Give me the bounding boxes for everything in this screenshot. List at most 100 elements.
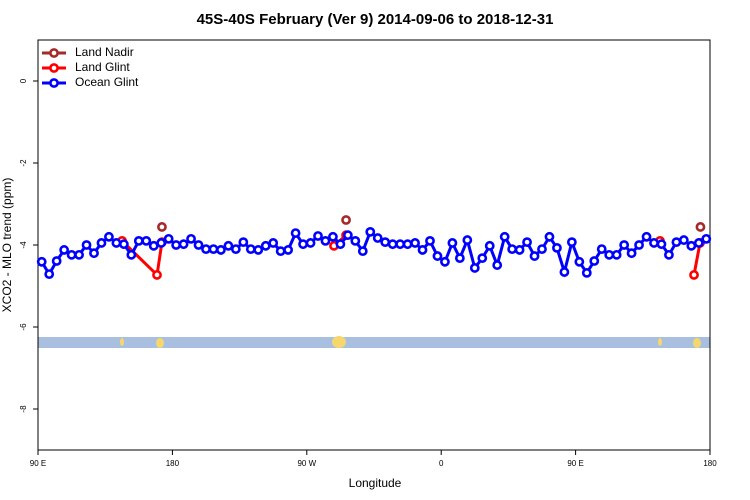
data-point bbox=[604, 249, 615, 260]
data-point bbox=[193, 240, 204, 250]
legend-marker bbox=[49, 63, 59, 73]
x-tick-label: 180 bbox=[166, 459, 180, 468]
data-point bbox=[178, 239, 189, 250]
data-point bbox=[425, 235, 435, 246]
data-point bbox=[566, 237, 577, 248]
data-point bbox=[216, 245, 226, 255]
chart-title: 45S-40S February (Ver 9) 2014-09-06 to 2… bbox=[197, 11, 554, 28]
data-point bbox=[574, 256, 585, 267]
y-tick-label: -2 bbox=[19, 159, 28, 167]
data-point bbox=[320, 235, 331, 246]
data-point bbox=[514, 245, 525, 255]
data-point bbox=[81, 240, 92, 250]
data-point bbox=[118, 239, 129, 250]
y-tick-label: -8 bbox=[19, 405, 28, 413]
series-line bbox=[692, 242, 702, 276]
data-point bbox=[66, 249, 77, 260]
data-point bbox=[36, 256, 47, 267]
legend-marker bbox=[49, 78, 59, 88]
data-point bbox=[559, 267, 570, 277]
data-point bbox=[626, 248, 637, 259]
land-patch bbox=[693, 338, 701, 348]
data-point bbox=[230, 244, 241, 254]
data-point bbox=[462, 235, 473, 245]
map-strip bbox=[38, 336, 710, 348]
data-point bbox=[290, 228, 301, 239]
data-point bbox=[611, 249, 622, 260]
ocean-strip bbox=[38, 337, 710, 348]
data-point bbox=[148, 240, 159, 251]
data-point bbox=[469, 263, 480, 273]
data-point bbox=[689, 270, 699, 280]
land-patch bbox=[156, 338, 164, 348]
data-point bbox=[395, 239, 406, 250]
data-point bbox=[305, 238, 316, 248]
data-point bbox=[44, 269, 55, 280]
data-point bbox=[245, 244, 256, 254]
data-point bbox=[365, 226, 376, 237]
data-point bbox=[335, 239, 346, 250]
x-tick-label: 90 W bbox=[297, 459, 316, 468]
data-point bbox=[596, 244, 607, 254]
y-tick-label: -4 bbox=[19, 241, 28, 249]
data-point bbox=[126, 249, 137, 260]
data-point bbox=[357, 246, 368, 257]
data-point bbox=[283, 245, 294, 255]
data-point bbox=[313, 231, 323, 241]
data-point bbox=[492, 260, 503, 270]
data-point bbox=[253, 245, 264, 255]
data-point bbox=[157, 222, 167, 232]
data-point bbox=[260, 240, 271, 251]
data-point bbox=[537, 244, 547, 254]
land-patch bbox=[120, 338, 124, 346]
data-point bbox=[440, 256, 450, 267]
data-point bbox=[89, 248, 99, 259]
data-point bbox=[298, 239, 308, 250]
data-point bbox=[410, 238, 420, 248]
data-point bbox=[695, 222, 706, 232]
data-point bbox=[589, 256, 600, 266]
data-point bbox=[701, 233, 712, 244]
data-point bbox=[74, 249, 84, 260]
data-point bbox=[372, 233, 383, 243]
data-point bbox=[671, 237, 682, 248]
data-point bbox=[111, 238, 122, 248]
land-patch bbox=[658, 338, 662, 346]
data-point bbox=[275, 246, 286, 257]
data-point bbox=[529, 251, 540, 261]
data-point bbox=[402, 239, 413, 250]
data-point bbox=[522, 237, 532, 248]
data-point bbox=[432, 251, 443, 261]
data-point bbox=[152, 270, 162, 280]
data-point bbox=[499, 231, 510, 242]
data-point bbox=[341, 215, 351, 225]
data-point bbox=[664, 249, 674, 260]
data-point bbox=[350, 235, 361, 246]
land-patch bbox=[332, 336, 346, 348]
x-tick-label: 180 bbox=[703, 459, 717, 468]
data-point bbox=[328, 231, 338, 242]
data-point bbox=[201, 244, 211, 254]
data-point bbox=[380, 237, 391, 248]
y-tick-label: -6 bbox=[19, 323, 28, 331]
data-point bbox=[634, 240, 644, 250]
data-point bbox=[223, 240, 234, 251]
legend-label: Land Nadir bbox=[75, 45, 134, 59]
data-point bbox=[656, 239, 667, 250]
data-point bbox=[693, 238, 704, 248]
data-point bbox=[678, 235, 689, 245]
data-point bbox=[96, 238, 107, 248]
x-tick-label: 90 E bbox=[30, 459, 46, 468]
data-point bbox=[619, 240, 630, 250]
data-point bbox=[208, 244, 219, 254]
x-axis-label: Longitude bbox=[349, 476, 402, 490]
legend-label: Ocean Glint bbox=[75, 75, 139, 89]
data-point bbox=[454, 253, 465, 264]
data-point bbox=[268, 238, 279, 248]
y-tick-label: 0 bbox=[19, 78, 28, 83]
data-point bbox=[156, 238, 167, 248]
data-point bbox=[104, 231, 114, 242]
data-point bbox=[59, 245, 70, 255]
